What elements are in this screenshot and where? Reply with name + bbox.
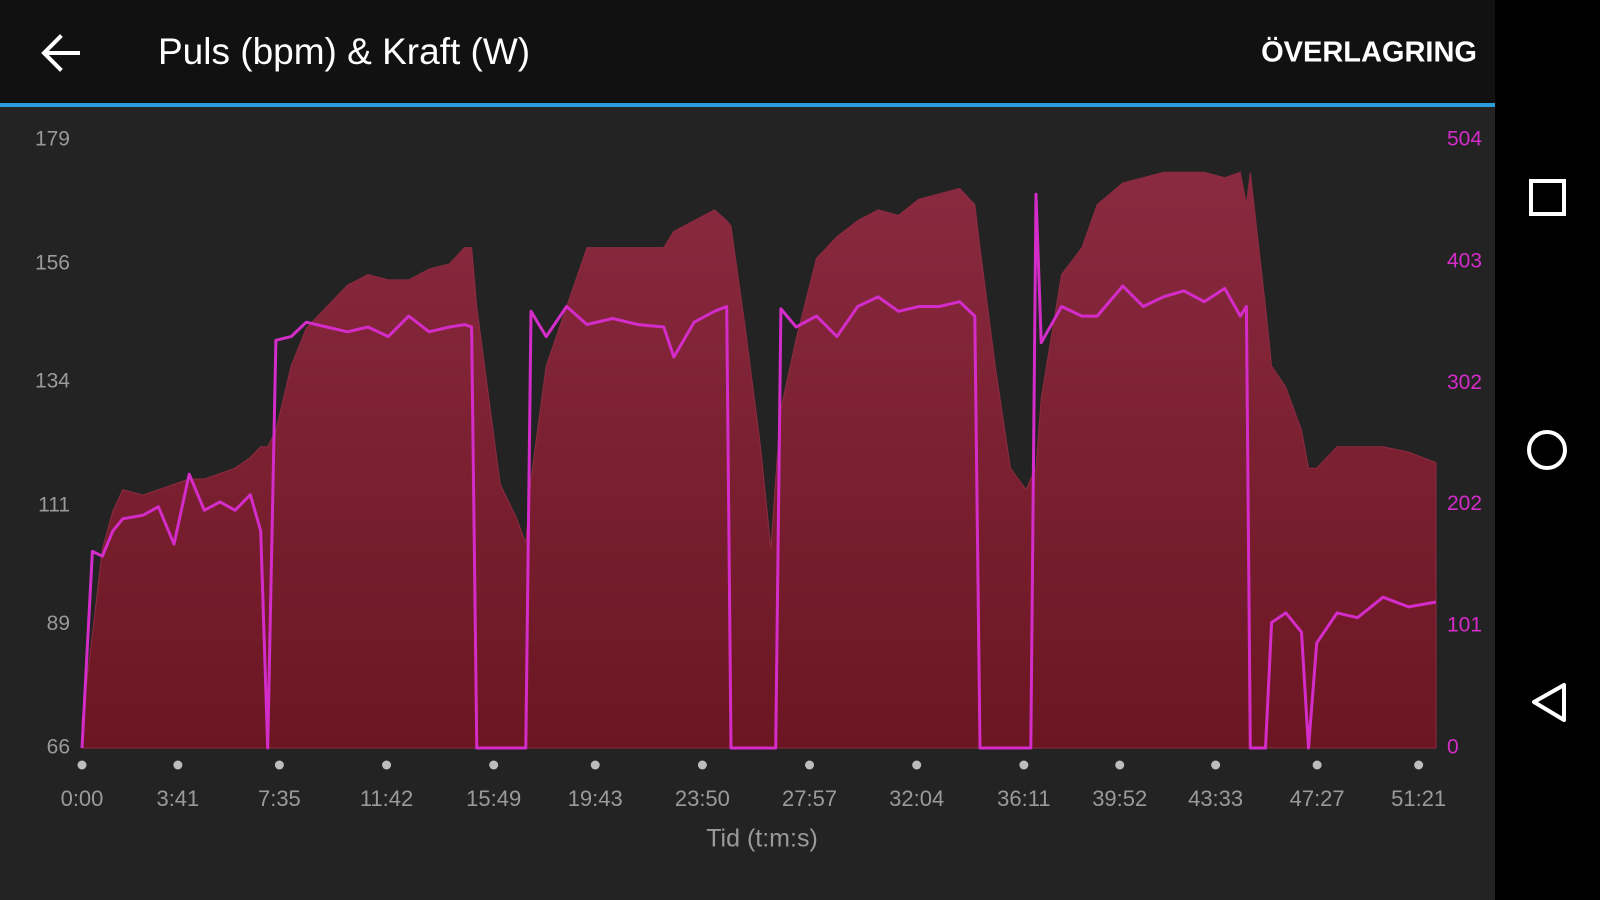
x-tick-dot bbox=[1414, 760, 1424, 770]
x-tick-label: 23:50 bbox=[675, 786, 730, 811]
x-tick-dot bbox=[382, 760, 392, 770]
power-line bbox=[80, 192, 1437, 750]
x-tick-label: 11:42 bbox=[360, 786, 413, 811]
app-bar bbox=[0, 0, 1495, 103]
back-nav-button[interactable] bbox=[1532, 683, 1566, 722]
y-tick-label: 156 bbox=[35, 251, 70, 274]
x-tick-label: 3:41 bbox=[156, 786, 199, 811]
x-tick-label: 0:00 bbox=[61, 786, 104, 811]
y2-tick-label: 202 bbox=[1447, 492, 1482, 515]
y2-tick-label: 403 bbox=[1447, 249, 1482, 272]
recents-button[interactable] bbox=[1529, 179, 1566, 216]
y2-tick-label: 0 bbox=[1447, 736, 1459, 759]
x-tick-dot bbox=[1019, 760, 1029, 770]
x-tick-dot bbox=[489, 760, 499, 770]
x-tick-label: 19:43 bbox=[568, 786, 623, 811]
back-button[interactable] bbox=[41, 34, 80, 72]
y-tick-label: 111 bbox=[38, 493, 70, 516]
x-tick-dot bbox=[173, 760, 183, 770]
x-tick-label: 27:57 bbox=[782, 786, 837, 811]
x-axis-title: Tid (t:m:s) bbox=[706, 825, 818, 853]
x-tick-label: 47:27 bbox=[1290, 786, 1345, 811]
y-tick-label: 66 bbox=[47, 736, 70, 759]
x-tick-dot bbox=[697, 760, 707, 770]
x-tick-label: 39:52 bbox=[1092, 786, 1147, 811]
x-tick-dot bbox=[1115, 760, 1125, 770]
overlay-button[interactable]: ÖVERLAGRING bbox=[1261, 36, 1477, 69]
y-tick-label: 179 bbox=[35, 128, 70, 151]
x-tick-dot bbox=[1211, 760, 1221, 770]
x-tick-dot bbox=[77, 760, 87, 770]
x-tick-label: 32:04 bbox=[889, 786, 944, 811]
nav-bar bbox=[1495, 0, 1600, 900]
x-tick-label: 43:33 bbox=[1188, 786, 1243, 811]
home-button[interactable] bbox=[1527, 430, 1567, 470]
x-tick-label: 36:11 bbox=[997, 786, 1050, 811]
x-tick-label: 7:35 bbox=[258, 786, 301, 811]
x-tick-dot bbox=[805, 760, 815, 770]
screen-title: Puls (bpm) & Kraft (W) bbox=[158, 31, 530, 72]
y-tick-label: 134 bbox=[35, 370, 70, 393]
x-tick-label: 51:21 bbox=[1391, 786, 1446, 811]
app-bar-accent bbox=[0, 103, 1495, 107]
y2-tick-label: 302 bbox=[1447, 371, 1482, 394]
y-tick-label: 89 bbox=[47, 612, 70, 635]
x-tick-dot bbox=[912, 760, 922, 770]
y2-tick-label: 504 bbox=[1447, 128, 1482, 151]
y2-tick-label: 101 bbox=[1447, 614, 1482, 637]
x-tick-dot bbox=[1312, 760, 1322, 770]
x-tick-label: 15:49 bbox=[466, 786, 521, 811]
x-tick-dot bbox=[590, 760, 600, 770]
x-tick-dot bbox=[274, 760, 284, 770]
